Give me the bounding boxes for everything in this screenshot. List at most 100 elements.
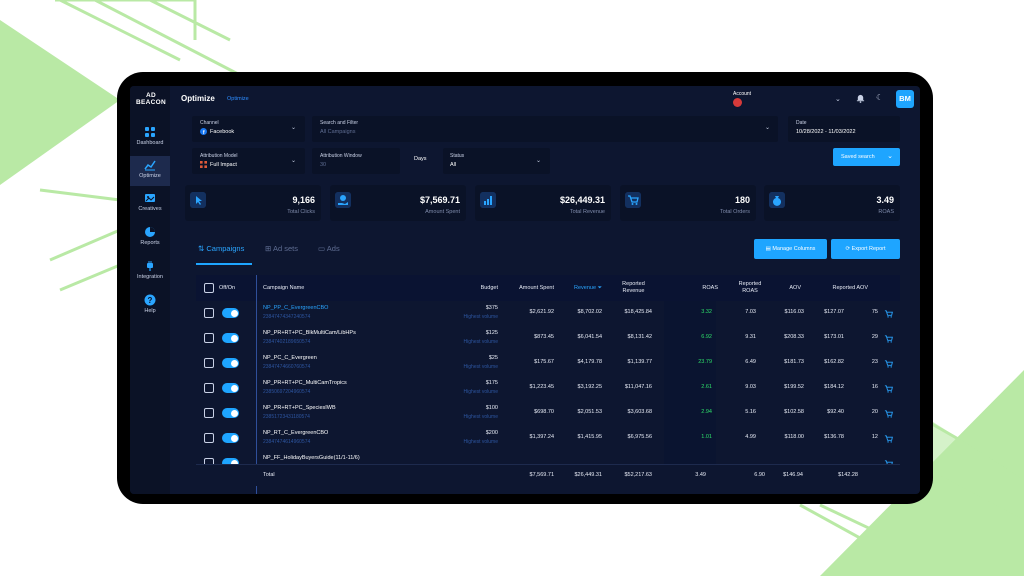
col-roas[interactable]: ROAS (702, 284, 718, 291)
campaign-name[interactable]: NP_PR+RT+PC_SpeciesIWB (263, 405, 336, 411)
user-avatar[interactable]: BM (896, 90, 914, 108)
row-checkbox[interactable] (204, 333, 214, 343)
attribution-window-input[interactable]: Attribution Window 30 (312, 148, 400, 174)
export-report-button[interactable]: ⟳ Export Report (831, 239, 900, 259)
col-reported-aov[interactable]: Reported AOV (832, 284, 868, 291)
table-row[interactable]: NP_RT_C_EvergreenCBO 23847474614960574 $20… (196, 426, 900, 451)
attribution-model-select[interactable]: Attribution Model Full Impact ⌄ (192, 148, 305, 174)
row-status-toggle[interactable] (222, 433, 239, 443)
amount: $3,192.25 (577, 384, 602, 390)
cart-icon[interactable] (884, 409, 893, 418)
account-avatar-icon[interactable] (733, 98, 742, 107)
moon-icon[interactable]: ☾ (876, 93, 884, 102)
table-row[interactable]: NP_PP_C_EvergreenCBO 23847474347240574 $37… (196, 301, 900, 326)
sidebar-item-creatives[interactable]: Creatives (130, 192, 170, 220)
cart-icon[interactable] (884, 434, 893, 443)
row-status-toggle[interactable] (222, 333, 239, 343)
row-status-toggle[interactable] (222, 408, 239, 418)
sort-arrows-icon: ⇅ (198, 244, 205, 253)
budget: $375 (485, 305, 498, 311)
col-revenue-label: Revenue (574, 284, 597, 291)
chevron-down-icon: ⌄ (291, 158, 297, 164)
sidebar-item-dashboard[interactable]: Dashboard (130, 124, 170, 152)
row-status-toggle[interactable] (222, 358, 239, 368)
campaign-name[interactable]: NP_PR+RT+PC_MultiCamTropics (263, 380, 347, 386)
plug-icon (147, 261, 153, 271)
col-revenue[interactable]: Revenue ⏷ (556, 275, 602, 301)
col-offon[interactable]: Off/On (219, 284, 236, 291)
reported-revenue: 23.79 (698, 359, 712, 365)
manage-columns-button[interactable]: ▤ Manage Columns (754, 239, 827, 259)
row-status-toggle[interactable] (222, 458, 239, 468)
tab-adsets[interactable]: ⊞ Ad sets (265, 244, 298, 253)
col-amount-spent[interactable]: Amount Spent (519, 284, 554, 291)
stat-card-revenue: $26,449.31 Total Revenue (475, 185, 611, 221)
budget-note: Highest volume (463, 439, 498, 445)
status-select[interactable]: Status All ⌄ (443, 148, 550, 174)
campaign-name[interactable]: NP_FF_HolidayBuyersGuide(11/1-11/6) (263, 455, 360, 461)
saved-search-button[interactable]: Saved search ⌄ (833, 148, 900, 166)
table-row[interactable]: NP_PR+RT+PC_MultiCamTropics 2385069720496… (196, 376, 900, 401)
row-checkbox[interactable] (204, 408, 214, 418)
sidebar-item-help[interactable]: ? Help (130, 294, 170, 322)
adbeacon-logo[interactable]: AD BEACON (133, 92, 169, 106)
breadcrumb[interactable]: Optimize (227, 96, 249, 102)
col-reported-revenue[interactable]: Reported Revenue (606, 275, 661, 301)
budget: $100 (485, 405, 498, 411)
col-aov[interactable]: AOV (789, 284, 801, 291)
tab-ads[interactable]: ▭ Ads (318, 244, 340, 253)
chart-line-icon (144, 160, 156, 171)
chevron-down-icon[interactable]: ⌄ (835, 96, 841, 103)
reported-roas: $181.73 (784, 359, 804, 365)
search-filter-input[interactable]: Search and Filter All Campaigns ⌄ (312, 116, 778, 142)
cart-icon[interactable] (884, 309, 893, 318)
stat-label: Total Orders (720, 209, 750, 215)
col-reported-roas[interactable]: Reported ROAS (721, 275, 779, 301)
col-campaign-name[interactable]: Campaign Name (263, 284, 305, 291)
reported-revenue-cell-bg (664, 401, 716, 426)
row-checkbox[interactable] (204, 308, 214, 318)
cart-icon[interactable] (884, 384, 893, 393)
sidebar-item-label: Dashboard (136, 140, 164, 146)
sidebar-item-integration[interactable]: Integration (130, 260, 170, 288)
reported-roas: $208.33 (784, 334, 804, 340)
stat-value: 180 (734, 195, 750, 205)
attribution-value: Full Impact (210, 162, 237, 168)
row-checkbox[interactable] (204, 383, 214, 393)
bell-icon[interactable] (856, 94, 865, 103)
select-all-checkbox[interactable] (204, 283, 214, 293)
campaign-id: 23847402189650574 (263, 339, 311, 345)
stat-label: Amount Spent (425, 209, 460, 215)
col-label-line2: ROAS (742, 288, 758, 294)
aov: $184.12 (824, 384, 844, 390)
budget: $175 (485, 380, 498, 386)
amount-spent: $698.70 (534, 409, 554, 415)
reported-revenue-cell-bg (664, 351, 716, 376)
bar-chart-icon (480, 192, 496, 208)
search-label: Search and Filter (320, 120, 359, 126)
channel-select[interactable]: Channel f Facebook ⌄ (192, 116, 305, 142)
table-row[interactable]: NP_PR+RT+PC_BlkMultiCam/LibHPs 2384740218… (196, 326, 900, 351)
campaign-name[interactable]: NP_PP_C_EvergreenCBO (263, 305, 329, 311)
row-status-toggle[interactable] (222, 383, 239, 393)
budget: $125 (485, 330, 498, 336)
amount: $2,051.53 (577, 409, 602, 415)
sidebar-item-optimize[interactable]: Optimize (130, 156, 170, 186)
cart-icon[interactable] (884, 334, 893, 343)
campaign-name[interactable]: NP_PC_C_Evergreen (263, 355, 317, 361)
col-budget[interactable]: Budget (480, 284, 498, 291)
reported-aov: 20 (871, 409, 878, 415)
campaign-name[interactable]: NP_RT_C_EvergreenCBO (263, 430, 329, 436)
table-row[interactable]: NP_PC_C_Evergreen 23847474660760574 $25 Hig… (196, 351, 900, 376)
row-status-toggle[interactable] (222, 308, 239, 318)
sidebar-item-label: Integration (137, 274, 163, 280)
sidebar-item-reports[interactable]: Reports (130, 226, 170, 254)
date-range-picker[interactable]: Date 10/28/2022 - 11/03/2022 (788, 116, 900, 142)
table-row[interactable]: NP_PR+RT+PC_SpeciesIWB 23851723431180574 $… (196, 401, 900, 426)
cart-icon[interactable] (884, 359, 893, 368)
tab-campaigns[interactable]: ⇅ Campaigns (198, 244, 244, 253)
row-checkbox[interactable] (204, 433, 214, 443)
row-checkbox[interactable] (204, 358, 214, 368)
budget-note: Highest volume (463, 339, 498, 345)
campaign-name[interactable]: NP_PR+RT+PC_BlkMultiCam/LibHPs (263, 330, 356, 336)
